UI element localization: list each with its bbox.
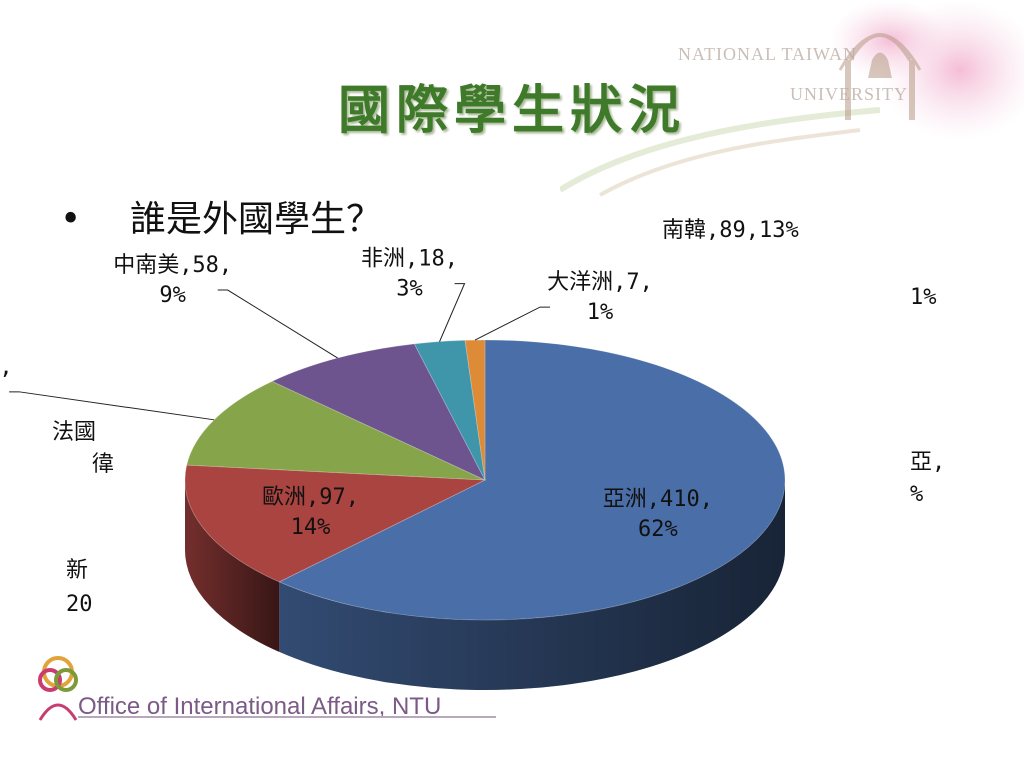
- data-label-percent: 14%: [291, 515, 331, 540]
- pie-slice-歐洲: [184, 464, 487, 583]
- data-label-非洲: 非洲,18, 3%: [361, 247, 458, 302]
- data-label-value: 北美,71,: [0, 355, 13, 380]
- pie-slice-亞洲: [278, 339, 786, 621]
- background-label-france-2: 徫: [92, 452, 115, 477]
- leader-line-非洲: [439, 283, 466, 342]
- bullet-text: 誰是外國學生？: [130, 199, 383, 240]
- slide-title: 國際學生狀況: [337, 80, 686, 141]
- data-label-value: 非洲,18,: [361, 247, 458, 272]
- background-label-percent-mid: %: [910, 482, 924, 507]
- pie-slice-中南美: [271, 343, 486, 481]
- footer-divider: [78, 716, 496, 718]
- data-label-歐洲: 歐洲,97, 14%: [262, 485, 359, 540]
- background-label-percent-top: 1%: [910, 285, 937, 310]
- background-label-year: 20: [66, 592, 93, 617]
- pie-side-shade-1: [185, 480, 280, 652]
- office-logo-icon: [38, 656, 78, 721]
- data-label-percent: 1%: [587, 300, 614, 325]
- pie-slice-非洲: [413, 339, 486, 481]
- background-label-france: 法國: [52, 420, 97, 445]
- pie-slice-大洋洲: [464, 339, 486, 481]
- data-label-北美: 北美,71,11%: [0, 355, 13, 410]
- background-label-new: 新: [66, 558, 89, 583]
- pie-side-shade-0: [279, 480, 786, 690]
- data-label-value: 大洋洲,7,: [547, 270, 653, 295]
- bullet-item: • 誰是外國學生？: [60, 190, 382, 242]
- pie-slice-北美: [186, 380, 486, 481]
- data-label-percent: 9%: [159, 283, 186, 308]
- data-label-value: 歐洲,97,: [262, 485, 359, 510]
- background-label-korea: 南韓,89,13%: [662, 218, 799, 240]
- leader-line-中南美: [217, 289, 338, 359]
- university-name-line1: NATIONAL TAIWAN: [678, 44, 858, 64]
- data-label-percent: 62%: [638, 517, 678, 542]
- leader-line-大洋洲: [474, 306, 551, 341]
- data-label-中南美: 中南美,58, 9%: [113, 253, 232, 308]
- bullet-symbol: •: [60, 199, 82, 240]
- data-label-value: 亞洲,410,: [603, 487, 713, 512]
- office-name: Office of International Affairs, NTU: [78, 693, 442, 720]
- data-label-value: 中南美,58,: [113, 253, 232, 278]
- decorative-floral-background: [560, 0, 1024, 197]
- data-label-大洋洲: 大洋洲,7, 1%: [547, 270, 653, 325]
- data-label-亞洲: 亞洲,410, 62%: [603, 487, 713, 542]
- bell-tower-icon: [838, 33, 922, 120]
- university-name-line2: UNIVERSITY: [790, 84, 908, 104]
- background-label-asia-right: 亞,: [910, 450, 946, 475]
- leader-line-北美: [9, 391, 215, 421]
- data-label-percent: 3%: [396, 277, 423, 302]
